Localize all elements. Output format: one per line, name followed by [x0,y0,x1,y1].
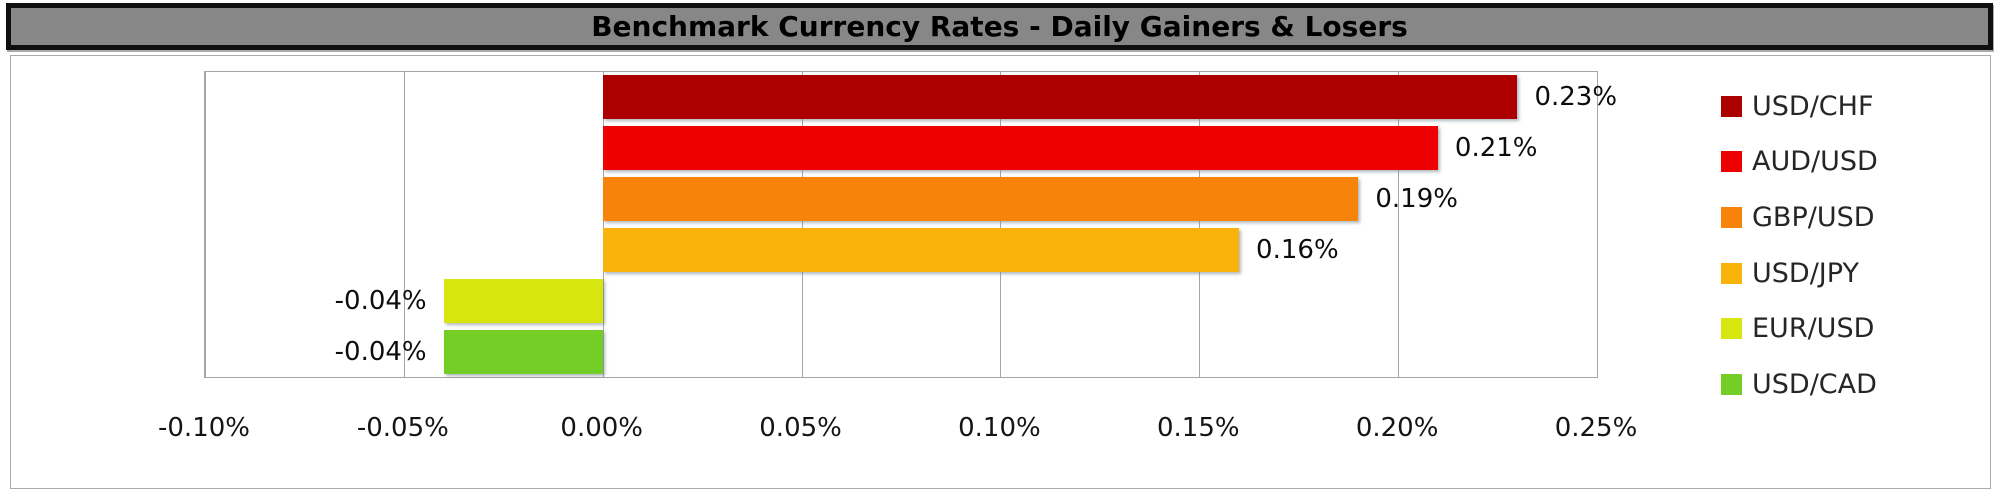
bar-value-label: 0.16% [1256,234,1339,265]
legend-swatch-icon [1721,151,1742,173]
x-axis-tick-label: -0.10% [158,413,250,443]
chart-canvas: 0.23% 0.21% 0.19% 0.16% -0.04% -0.04% -0.10% -… [10,55,1991,489]
legend-label: USD/CAD [1752,369,1877,400]
bar-eur-usd[interactable] [443,278,603,323]
legend-swatch-icon [1721,374,1742,395]
bar-usd-cad[interactable] [443,329,603,374]
legend-label: GBP/USD [1752,201,1875,233]
legend-swatch-icon [1721,95,1742,117]
bar-value-label: 0.23% [1534,82,1618,113]
x-axis-tick-label: 0.15% [1156,413,1240,443]
legend-item-usd-chf[interactable]: USD/CHF [1721,90,1874,122]
legend-label: EUR/USD [1752,313,1875,345]
legend-label: USD/CHF [1752,90,1874,122]
x-axis-tick-label: 0.00% [560,413,644,443]
gridline-vertical [1000,72,1002,377]
gridline-vertical [205,72,206,377]
legend-item-eur-usd[interactable]: EUR/USD [1721,313,1875,345]
bar-aud-usd[interactable] [602,126,1438,171]
chart-title: Benchmark Currency Rates - Daily Gainers… [591,10,1408,43]
bar-value-label: -0.04% [334,285,427,316]
gridline-vertical [602,72,604,377]
x-axis-tick-label: 0.25% [1554,413,1638,443]
chart-title-bar: Benchmark Currency Rates - Daily Gainers… [6,3,1993,50]
plot-area: 0.23% 0.21% 0.19% 0.16% -0.04% -0.04% [204,71,1617,378]
x-axis-tick-label: 0.10% [958,413,1041,443]
gridline-vertical [801,72,803,377]
bar-value-label: 0.19% [1375,184,1458,215]
legend-swatch-icon [1721,318,1742,340]
bar-value-label: -0.04% [334,336,427,367]
legend-swatch-icon [1721,206,1742,228]
gridline-vertical [403,72,405,377]
x-axis-tick-label: 0.05% [759,413,842,443]
bar-gbp-usd[interactable] [602,177,1359,222]
legend-label: AUD/USD [1752,146,1878,178]
legend-item-usd-jpy[interactable]: USD/JPY [1721,257,1859,289]
x-axis-tick-label: 0.20% [1355,413,1439,443]
gridline-vertical [1199,72,1201,377]
gridline-vertical [1597,72,1598,377]
bar-usd-jpy[interactable] [602,227,1240,272]
legend-item-aud-usd[interactable]: AUD/USD [1721,146,1878,178]
legend-item-gbp-usd[interactable]: GBP/USD [1721,201,1875,233]
bar-usd-chf[interactable] [602,75,1518,120]
legend-label: USD/JPY [1752,257,1859,289]
bar-value-label: 0.21% [1454,133,1538,164]
gridline-vertical [1398,72,1400,377]
legend-item-usd-cad[interactable]: USD/CAD [1721,369,1877,400]
x-axis-tick-label: -0.05% [356,413,449,443]
legend-swatch-icon [1721,262,1742,284]
